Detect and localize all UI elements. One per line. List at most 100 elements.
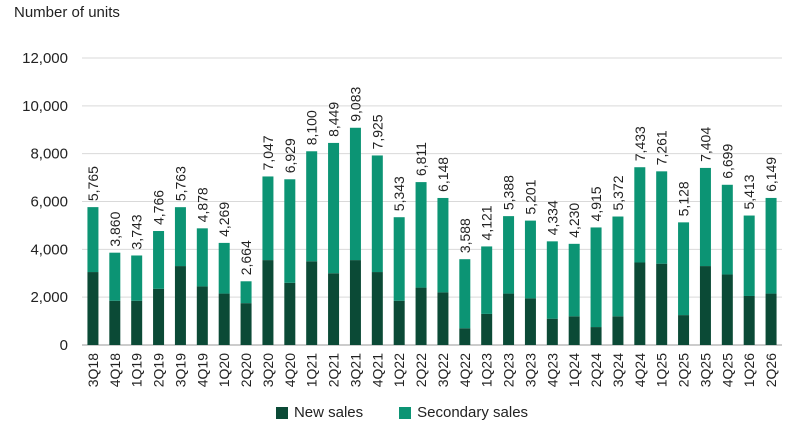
bar-new-sales [721, 274, 733, 345]
y-axis-title: Number of units [14, 4, 120, 21]
bar-secondary-sales [721, 184, 733, 275]
x-tick-label: 3Q19 [172, 353, 188, 387]
bar-new-sales [415, 287, 427, 345]
y-tick-label: 8,000 [30, 146, 68, 163]
bar-secondary-sales [371, 155, 383, 273]
bar-new-sales [546, 318, 558, 345]
x-tick-label: 2Q20 [238, 353, 254, 387]
x-tick-label: 3Q22 [435, 353, 451, 387]
x-tick-label: 4Q21 [369, 353, 385, 387]
bar-new-sales [218, 293, 230, 345]
bar-new-sales [109, 300, 121, 345]
bar-secondary-sales [109, 252, 121, 301]
x-tick-label: 1Q19 [129, 353, 145, 387]
data-label-total: 4,269 [216, 202, 232, 237]
x-tick-label: 4Q22 [457, 353, 473, 387]
data-label-total: 4,121 [479, 205, 495, 240]
x-tick-label: 3Q18 [85, 353, 101, 387]
bar-secondary-sales [568, 243, 580, 317]
x-tick-label: 1Q24 [566, 353, 582, 387]
bar-secondary-sales [87, 207, 99, 273]
x-tick-label: 4Q23 [544, 353, 560, 387]
x-tick-label: 1Q20 [216, 353, 232, 387]
data-label-total: 7,433 [632, 126, 648, 161]
data-label-total: 6,929 [282, 138, 298, 173]
x-tick-label: 4Q25 [719, 353, 735, 387]
y-tick-label: 2,000 [30, 289, 68, 306]
x-tick-label: 4Q19 [194, 353, 210, 387]
y-tick-label: 10,000 [22, 98, 68, 115]
bar-new-sales [306, 261, 318, 345]
x-tick-label: 3Q20 [260, 353, 276, 387]
bar-secondary-sales [415, 182, 427, 288]
x-tick-label: 2Q26 [763, 353, 779, 387]
data-label-total: 3,860 [107, 211, 123, 246]
bar-new-sales [240, 303, 252, 345]
bar-new-sales [678, 315, 690, 345]
bar-new-sales [371, 272, 383, 345]
data-label-total: 6,699 [719, 144, 735, 179]
bar-secondary-sales [524, 220, 536, 299]
bar-secondary-sales [612, 216, 624, 317]
bar-secondary-sales [131, 255, 143, 301]
x-tick-label: 3Q24 [610, 353, 626, 387]
x-tick-label: 1Q22 [391, 353, 407, 387]
bar-secondary-sales [196, 228, 208, 287]
x-tick-label: 1Q26 [741, 353, 757, 387]
legend-swatch-new-sales [275, 406, 288, 419]
x-tick-label: 2Q24 [588, 353, 604, 387]
data-label-total: 8,100 [304, 110, 320, 145]
data-label-total: 7,404 [697, 127, 713, 162]
data-label-total: 7,261 [654, 130, 670, 165]
bar-new-sales [87, 272, 99, 345]
bar-secondary-sales [174, 207, 186, 267]
y-tick-label: 4,000 [30, 241, 68, 258]
bar-secondary-sales [393, 217, 405, 301]
legend-label-secondary-sales: Secondary sales [417, 404, 529, 421]
bar-new-sales [656, 263, 668, 345]
data-label-total: 5,388 [501, 175, 517, 210]
data-label-total: 5,201 [522, 179, 538, 214]
x-tick-label: 3Q25 [697, 353, 713, 387]
data-label-total: 6,148 [435, 157, 451, 192]
bar-new-sales [590, 327, 602, 345]
bar-new-sales [262, 260, 274, 345]
bar-secondary-sales [153, 231, 165, 289]
x-tick-label: 1Q21 [304, 353, 320, 387]
bar-secondary-sales [765, 197, 777, 294]
bar-secondary-sales [678, 222, 690, 316]
bar-secondary-sales [503, 216, 515, 294]
data-label-total: 3,743 [129, 214, 145, 249]
x-tick-label: 2Q21 [326, 353, 342, 387]
x-tick-label: 4Q24 [632, 353, 648, 387]
data-label-total: 5,128 [676, 181, 692, 216]
x-tick-label: 2Q23 [501, 353, 517, 387]
bar-new-sales [153, 288, 165, 345]
data-label-total: 6,149 [763, 157, 779, 192]
bar-new-sales [284, 282, 296, 345]
data-label-total: 7,047 [260, 135, 276, 170]
bar-secondary-sales [437, 197, 449, 293]
legend-label-new-sales: New sales [293, 404, 364, 421]
bar-secondary-sales [481, 246, 493, 314]
data-label-total: 5,372 [610, 175, 626, 210]
bar-secondary-sales [218, 242, 230, 294]
bar-secondary-sales [349, 127, 361, 261]
data-label-total: 5,763 [172, 166, 188, 201]
x-tick-label: 1Q25 [654, 353, 670, 387]
bar-new-sales [131, 300, 143, 345]
bar-secondary-sales [590, 227, 602, 328]
bar-secondary-sales [240, 281, 252, 304]
bar-new-sales [437, 292, 449, 345]
bar-new-sales [196, 286, 208, 345]
legend-item-secondary-sales: Secondary sales [399, 404, 528, 421]
data-label-total: 7,925 [369, 114, 385, 149]
bar-new-sales [524, 298, 536, 345]
bar-secondary-sales [743, 215, 755, 296]
x-tick-label: 2Q22 [413, 353, 429, 387]
legend: New sales Secondary sales [0, 404, 804, 421]
bar-new-sales [765, 293, 777, 345]
data-label-total: 3,588 [457, 218, 473, 253]
x-tick-label: 3Q23 [522, 353, 538, 387]
